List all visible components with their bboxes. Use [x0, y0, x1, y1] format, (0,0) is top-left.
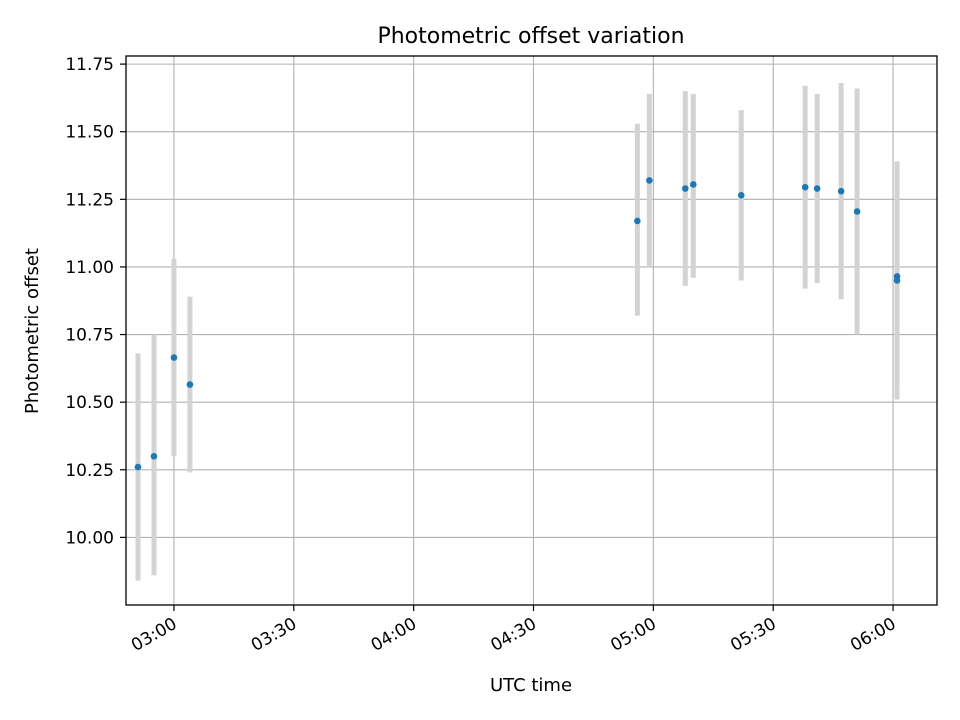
data-point	[634, 217, 641, 225]
data-point	[813, 185, 821, 192]
y-tick-label: 11.50	[65, 123, 114, 143]
x-axis-label: UTC time	[490, 675, 572, 696]
data-point	[150, 452, 158, 460]
y-tick-label: 10.25	[65, 461, 114, 481]
data-points	[134, 177, 901, 471]
y-tick-label: 10.75	[65, 326, 114, 346]
data-point	[170, 354, 178, 361]
data-point	[690, 181, 697, 188]
chart-title: Photometric offset variation	[377, 24, 684, 49]
y-tick-label: 11.75	[65, 55, 114, 75]
data-point	[837, 187, 845, 195]
data-point	[801, 183, 809, 191]
y-tick-label: 11.00	[65, 258, 114, 278]
data-point	[682, 185, 689, 192]
data-point	[853, 208, 861, 215]
grid	[126, 56, 937, 605]
data-point	[646, 177, 653, 184]
y-axis: 10.00 10.25 10.50 10.75 11.00 11.25 11.50 11.75	[65, 55, 126, 548]
plot-frame	[125, 55, 938, 606]
data-point	[134, 463, 142, 471]
data-point	[893, 277, 901, 284]
y-tick-label: 10.00	[65, 528, 114, 548]
data-point	[186, 381, 194, 388]
y-tick-label: 11.25	[65, 190, 114, 210]
y-tick-label: 10.50	[65, 393, 114, 413]
data-point	[737, 191, 745, 199]
y-axis-label: Photometric offset	[22, 248, 43, 414]
